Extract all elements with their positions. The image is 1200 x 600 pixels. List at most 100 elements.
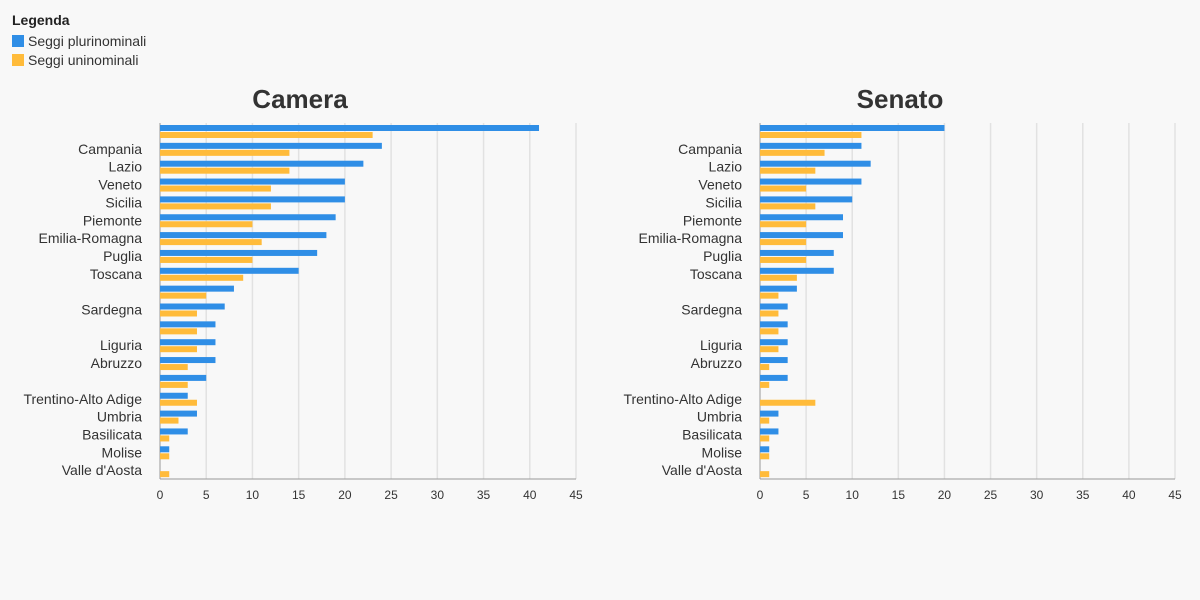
bar-senato-uninominali-10[interactable]	[760, 310, 779, 317]
bar-senato-uninominali-16[interactable]	[760, 417, 770, 424]
bar-camera-uninominali-13[interactable]	[160, 364, 188, 371]
legend-label-plurinominali: Seggi plurinominali	[28, 32, 147, 49]
bar-camera-uninominali-16[interactable]	[160, 417, 179, 424]
bar-senato-uninominali-3[interactable]	[760, 185, 807, 192]
bar-camera-plurinominali-18[interactable]	[160, 446, 170, 453]
bar-camera-plurinominali-5[interactable]	[160, 214, 336, 221]
bar-senato-plurinominali-2[interactable]	[760, 160, 871, 167]
category-label-camera-6: Emilia-Romagna	[39, 230, 143, 246]
category-label-camera-5: Piemonte	[83, 212, 142, 228]
bar-camera-plurinominali-14[interactable]	[160, 374, 207, 381]
bar-camera-uninominali-12[interactable]	[160, 346, 197, 353]
bar-camera-uninominali-0[interactable]	[160, 132, 373, 138]
bar-senato-plurinominali-3[interactable]	[760, 178, 862, 185]
bar-camera-plurinominali-2[interactable]	[160, 160, 364, 167]
bar-camera-uninominali-18[interactable]	[160, 453, 170, 460]
bar-senato-plurinominali-18[interactable]	[760, 446, 770, 453]
category-label-senato-3: Veneto	[698, 177, 742, 193]
bar-senato-uninominali-14[interactable]	[760, 381, 770, 388]
bar-senato-plurinominali-10[interactable]	[760, 303, 788, 310]
bar-camera-uninominali-15[interactable]	[160, 399, 197, 406]
bar-senato-plurinominali-11[interactable]	[760, 321, 788, 328]
bar-senato-plurinominali-8[interactable]	[760, 267, 834, 274]
tick-label-camera-40: 40	[523, 488, 537, 502]
bar-senato-uninominali-17[interactable]	[760, 435, 770, 442]
bar-senato-uninominali-5[interactable]	[760, 221, 807, 228]
bar-senato-uninominali-12[interactable]	[760, 346, 779, 353]
category-label-senato-17: Basilicata	[682, 426, 742, 442]
bar-camera-uninominali-1[interactable]	[160, 149, 290, 156]
category-label-senato-13: Abruzzo	[691, 355, 743, 371]
bar-senato-plurinominali-1[interactable]	[760, 142, 862, 149]
bar-camera-plurinominali-15[interactable]	[160, 392, 188, 399]
bar-senato-uninominali-8[interactable]	[760, 274, 797, 281]
bar-camera-uninominali-11[interactable]	[160, 328, 197, 335]
bar-camera-uninominali-10[interactable]	[160, 310, 197, 317]
bar-camera-uninominali-6[interactable]	[160, 239, 262, 246]
bar-senato-plurinominali-9[interactable]	[760, 285, 797, 292]
category-label-senato-18: Molise	[702, 444, 743, 460]
bar-senato-uninominali-4[interactable]	[760, 203, 816, 210]
bar-senato-uninominali-0[interactable]	[760, 132, 862, 138]
bar-senato-uninominali-18[interactable]	[760, 453, 770, 460]
bar-senato-plurinominali-17[interactable]	[760, 428, 779, 435]
tick-label-camera-25: 25	[384, 488, 398, 502]
bar-camera-plurinominali-16[interactable]	[160, 410, 197, 417]
bar-senato-plurinominali-16[interactable]	[760, 410, 779, 417]
bar-senato-uninominali-6[interactable]	[760, 239, 807, 246]
bar-camera-plurinominali-4[interactable]	[160, 196, 345, 203]
bar-senato-plurinominali-12[interactable]	[760, 339, 788, 346]
legend-label-uninominali: Seggi uninominali	[28, 51, 139, 68]
bar-senato-uninominali-15[interactable]	[760, 399, 816, 406]
category-label-camera-17: Basilicata	[82, 426, 142, 442]
bar-camera-uninominali-2[interactable]	[160, 167, 290, 174]
bar-camera-plurinominali-0[interactable]	[160, 125, 540, 131]
tick-label-senato-10: 10	[846, 488, 860, 502]
bar-camera-uninominali-4[interactable]	[160, 203, 271, 210]
bar-camera-uninominali-14[interactable]	[160, 381, 188, 388]
bar-camera-uninominali-17[interactable]	[160, 435, 170, 442]
category-label-senato-5: Piemonte	[683, 212, 742, 228]
bar-camera-uninominali-5[interactable]	[160, 221, 253, 228]
bar-senato-plurinominali-7[interactable]	[760, 249, 834, 256]
bar-senato-plurinominali-6[interactable]	[760, 232, 843, 239]
bar-camera-plurinominali-9[interactable]	[160, 285, 234, 292]
legend-item-uninominali[interactable]: Seggi uninominali	[12, 50, 146, 69]
category-label-camera-2: Lazio	[109, 159, 143, 175]
bar-senato-plurinominali-14[interactable]	[760, 374, 788, 381]
bar-camera-plurinominali-6[interactable]	[160, 232, 327, 239]
bar-senato-uninominali-9[interactable]	[760, 292, 779, 299]
bar-camera-plurinominali-12[interactable]	[160, 339, 216, 346]
bar-camera-plurinominali-11[interactable]	[160, 321, 216, 328]
category-label-senato-19: Valle d'Aosta	[662, 462, 742, 478]
bar-camera-uninominali-9[interactable]	[160, 292, 207, 299]
bar-senato-uninominali-19[interactable]	[760, 471, 770, 478]
bar-senato-uninominali-1[interactable]	[760, 149, 825, 156]
bar-camera-plurinominali-17[interactable]	[160, 428, 188, 435]
tick-label-camera-15: 15	[292, 488, 306, 502]
bar-camera-plurinominali-1[interactable]	[160, 142, 382, 149]
bar-camera-plurinominali-8[interactable]	[160, 267, 299, 274]
tick-label-senato-25: 25	[984, 488, 998, 502]
bar-senato-plurinominali-0[interactable]	[760, 125, 945, 131]
bar-senato-uninominali-13[interactable]	[760, 364, 770, 371]
bar-camera-uninominali-19[interactable]	[160, 471, 170, 478]
bar-senato-plurinominali-5[interactable]	[760, 214, 843, 221]
bar-camera-plurinominali-3[interactable]	[160, 178, 345, 185]
bar-camera-plurinominali-13[interactable]	[160, 357, 216, 364]
bar-senato-uninominali-7[interactable]	[760, 256, 807, 263]
bar-camera-plurinominali-10[interactable]	[160, 303, 225, 310]
bar-senato-plurinominali-13[interactable]	[760, 357, 788, 364]
category-label-senato-8: Toscana	[690, 266, 742, 282]
bar-camera-uninominali-7[interactable]	[160, 256, 253, 263]
bar-camera-plurinominali-7[interactable]	[160, 249, 318, 256]
tick-label-senato-30: 30	[1030, 488, 1044, 502]
bar-senato-uninominali-11[interactable]	[760, 328, 779, 335]
tick-label-senato-40: 40	[1122, 488, 1136, 502]
legend-item-plurinominali[interactable]: Seggi plurinominali	[12, 31, 146, 50]
tick-label-camera-30: 30	[431, 488, 445, 502]
bar-camera-uninominali-3[interactable]	[160, 185, 271, 192]
bar-camera-uninominali-8[interactable]	[160, 274, 244, 281]
bar-senato-plurinominali-4[interactable]	[760, 196, 853, 203]
bar-senato-uninominali-2[interactable]	[760, 167, 816, 174]
